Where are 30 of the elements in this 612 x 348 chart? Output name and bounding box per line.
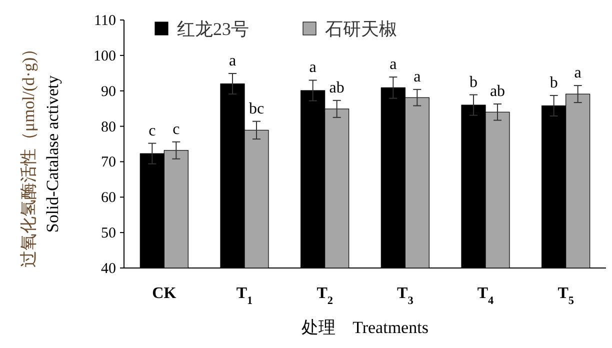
x-tick-label: T$_{2}$ xyxy=(316,285,334,307)
data-label: c xyxy=(172,120,180,138)
x-tick-label: CK xyxy=(152,285,177,302)
data-label: ab xyxy=(490,82,506,100)
y-tick-label: 60 xyxy=(101,190,116,206)
data-label: ab xyxy=(329,79,344,96)
y-tick-label: 80 xyxy=(101,119,116,136)
data-label: c xyxy=(148,122,156,140)
x-axis-title: 处理 Treatments xyxy=(302,318,428,337)
data-label: a xyxy=(390,56,397,74)
y-tick-label: 70 xyxy=(101,154,116,171)
legend-label: 红龙23号 xyxy=(177,19,249,39)
x-tick-label: T$_{4}$ xyxy=(477,285,494,307)
y-tick-label: 90 xyxy=(101,84,116,100)
data-label: a xyxy=(574,64,582,82)
data-label: a xyxy=(414,68,421,86)
x-tick-label: T$_{5}$ xyxy=(558,285,574,307)
data-label: bc xyxy=(248,100,264,118)
data-label: a xyxy=(228,52,236,70)
x-tick-label: T$_{1}$ xyxy=(236,285,254,307)
y-axis-title: 过氧化氢酶活性（μmol/(d·g)） Solid-Catalase activety xyxy=(19,40,62,268)
legend-label: 石研天椒 xyxy=(325,19,397,39)
y-tick-label: 100 xyxy=(94,48,116,64)
data-label: b xyxy=(550,74,558,92)
data-label: a xyxy=(309,59,316,76)
y-tick-label: 50 xyxy=(101,226,116,242)
data-label: b xyxy=(470,74,478,91)
y-tick-label: 110 xyxy=(94,13,116,29)
x-tick-label: T$_{3}$ xyxy=(397,285,414,307)
y-tick-label: 40 xyxy=(101,261,116,277)
